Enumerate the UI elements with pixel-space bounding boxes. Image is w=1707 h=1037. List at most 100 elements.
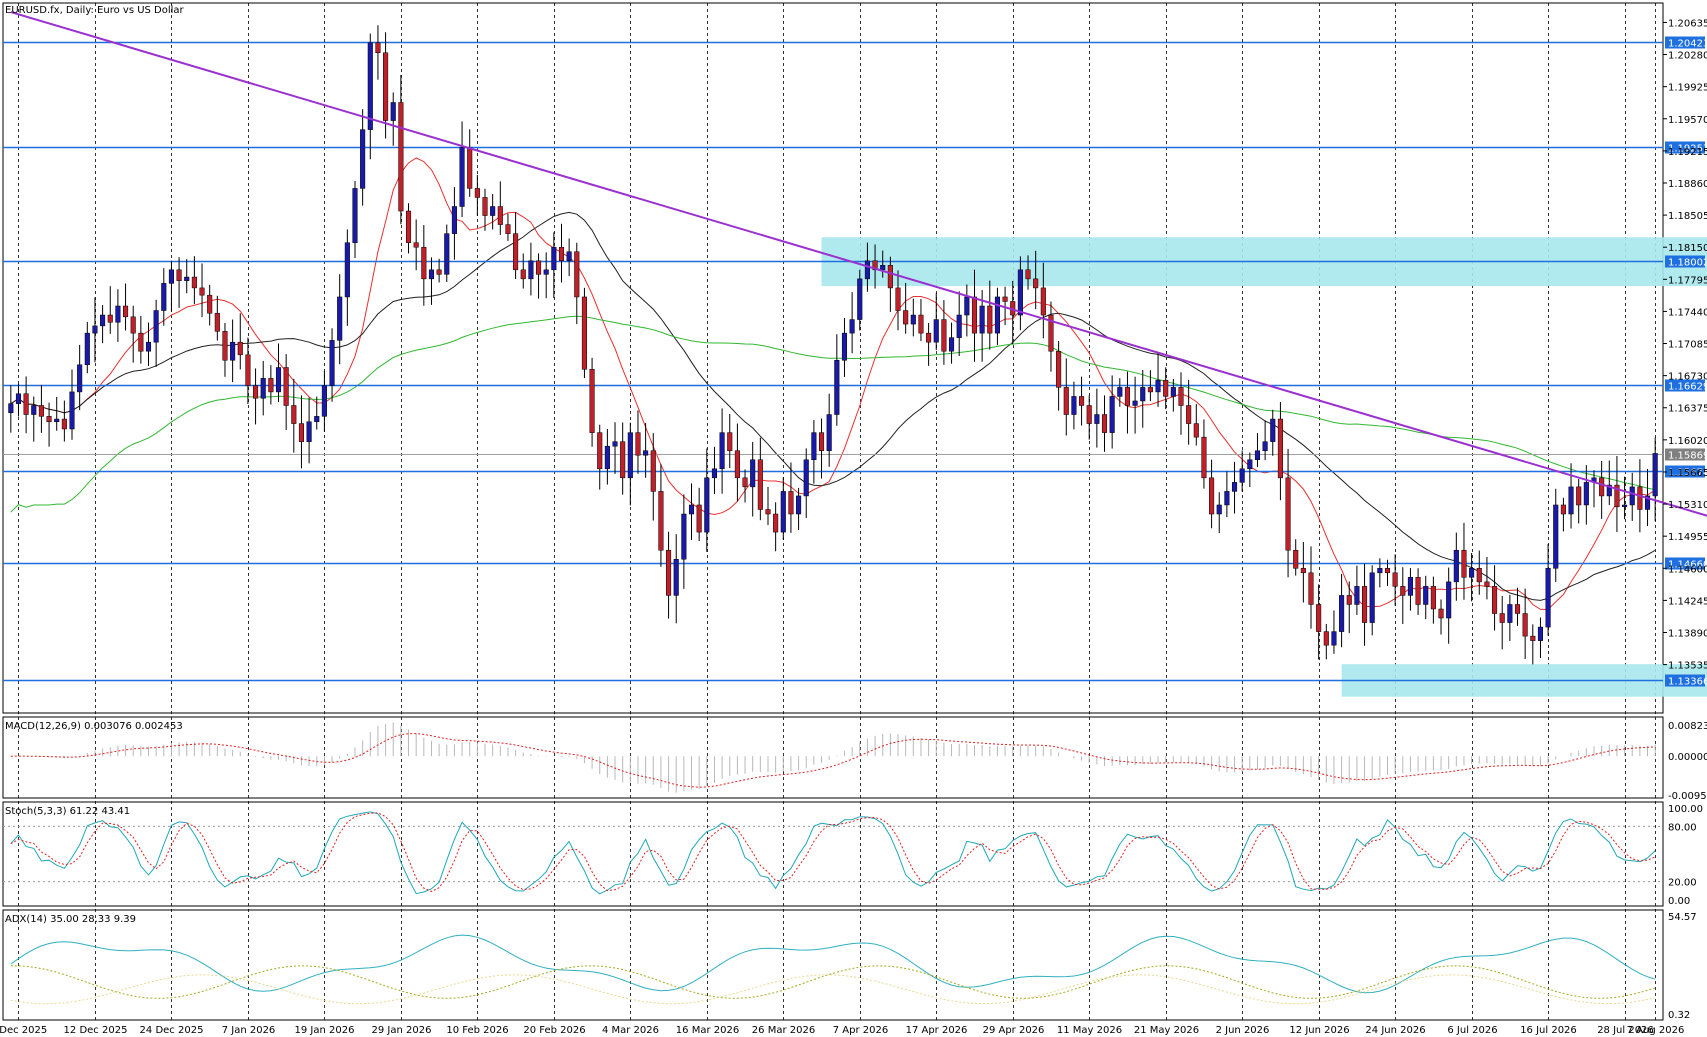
- candle-body: [956, 314, 962, 338]
- candle: [1002, 286, 1008, 326]
- candle-body: [1017, 269, 1023, 316]
- candle-body: [895, 287, 901, 311]
- candle-body: [1346, 595, 1352, 605]
- candle-body: [864, 260, 870, 280]
- candle: [1583, 465, 1589, 525]
- candle-body: [811, 432, 817, 461]
- level-price-tag: [1665, 465, 1705, 478]
- candle-body: [1079, 396, 1085, 406]
- candle-body: [1400, 586, 1406, 596]
- time-tick-label: 11 May 2026: [1057, 1025, 1122, 1036]
- candle-body: [199, 287, 205, 296]
- candle: [880, 250, 886, 278]
- candle: [1201, 419, 1207, 489]
- candle: [574, 242, 580, 325]
- candle-body: [413, 242, 419, 248]
- candle: [1048, 301, 1054, 372]
- candle: [1384, 559, 1391, 586]
- candle: [444, 224, 450, 283]
- candle: [1308, 546, 1314, 629]
- symbol-label: EURUSD.fx, Daily: Euro vs US Dollar: [5, 5, 185, 16]
- candle: [482, 188, 488, 231]
- candle: [1568, 463, 1574, 529]
- candle: [1254, 433, 1261, 468]
- candle: [1293, 539, 1299, 576]
- candle: [436, 258, 442, 283]
- candle-body: [1178, 387, 1184, 406]
- candle: [1560, 497, 1566, 532]
- candle-body: [704, 477, 710, 533]
- candle-body: [283, 367, 289, 406]
- candle: [207, 284, 213, 326]
- candle-body: [1316, 604, 1322, 632]
- candle: [849, 292, 855, 354]
- candle-body: [497, 206, 503, 225]
- candle-body: [1308, 572, 1314, 605]
- candle: [734, 423, 740, 502]
- candle-body: [1530, 635, 1536, 641]
- candle: [1079, 376, 1085, 426]
- candle: [949, 322, 955, 364]
- candle: [941, 300, 947, 365]
- candle-body: [1507, 604, 1513, 623]
- time-tick-label: 21 May 2026: [1134, 1025, 1199, 1036]
- candle-body: [796, 495, 802, 515]
- stoch-tick-label: 80.00: [1668, 822, 1697, 833]
- candle-body: [750, 459, 756, 488]
- time-tick-label: 7 Apr 2026: [833, 1025, 888, 1036]
- candle-body: [658, 491, 664, 551]
- time-tick-label: 19 Jan 2026: [295, 1025, 355, 1036]
- price-tick-label: 1.13535: [1668, 661, 1707, 672]
- candle: [1231, 461, 1238, 514]
- candle: [474, 174, 480, 216]
- candle-body: [1201, 436, 1207, 479]
- candle-body: [1170, 387, 1176, 397]
- candle: [581, 287, 587, 379]
- candle-body: [880, 265, 886, 271]
- candle: [1186, 379, 1192, 445]
- candle-body: [1040, 287, 1046, 316]
- candle-body: [314, 416, 320, 423]
- candle-body: [681, 513, 687, 560]
- time-tick-label: 6 Jul 2026: [1447, 1025, 1497, 1036]
- price-candles: [8, 25, 1658, 665]
- time-tick-label: 29 Jan 2026: [372, 1025, 432, 1036]
- candle-body: [69, 391, 75, 430]
- candle-body: [1576, 486, 1582, 506]
- candle: [688, 483, 695, 541]
- candle-body: [1209, 477, 1215, 515]
- candle-body: [1025, 269, 1031, 280]
- candle: [1094, 388, 1100, 448]
- adx-minus-di-line: [10, 974, 1656, 1005]
- candle-body: [987, 305, 993, 334]
- trendline[interactable]: [10, 11, 1707, 532]
- candle: [742, 469, 748, 503]
- macd-tick-label: 0.000000: [1668, 752, 1707, 763]
- candle: [1193, 404, 1199, 446]
- candle-body: [1522, 613, 1528, 637]
- candle-body: [1270, 418, 1276, 442]
- level-price-label: 1.20423: [1668, 39, 1707, 50]
- candle-body: [383, 52, 389, 121]
- candle-body: [1599, 477, 1605, 497]
- candle: [69, 369, 75, 440]
- level-price-tag: [1665, 674, 1705, 687]
- level-price-label: 1.13366: [1668, 677, 1707, 688]
- candle-body: [857, 278, 863, 320]
- candle-body: [1423, 586, 1429, 605]
- candle-body: [15, 393, 22, 404]
- candle: [566, 238, 572, 277]
- candle-body: [505, 224, 511, 234]
- candle-body: [77, 364, 83, 393]
- candle-body: [360, 129, 366, 189]
- candle-body: [123, 305, 129, 318]
- candle: [719, 408, 725, 494]
- candle: [1484, 556, 1490, 600]
- candle-body: [1377, 568, 1383, 574]
- candle-body: [1239, 468, 1245, 483]
- candle-body: [145, 341, 152, 352]
- candle-body: [275, 367, 282, 393]
- candle: [145, 322, 152, 366]
- horizontal-levels[interactable]: [3, 41, 1663, 682]
